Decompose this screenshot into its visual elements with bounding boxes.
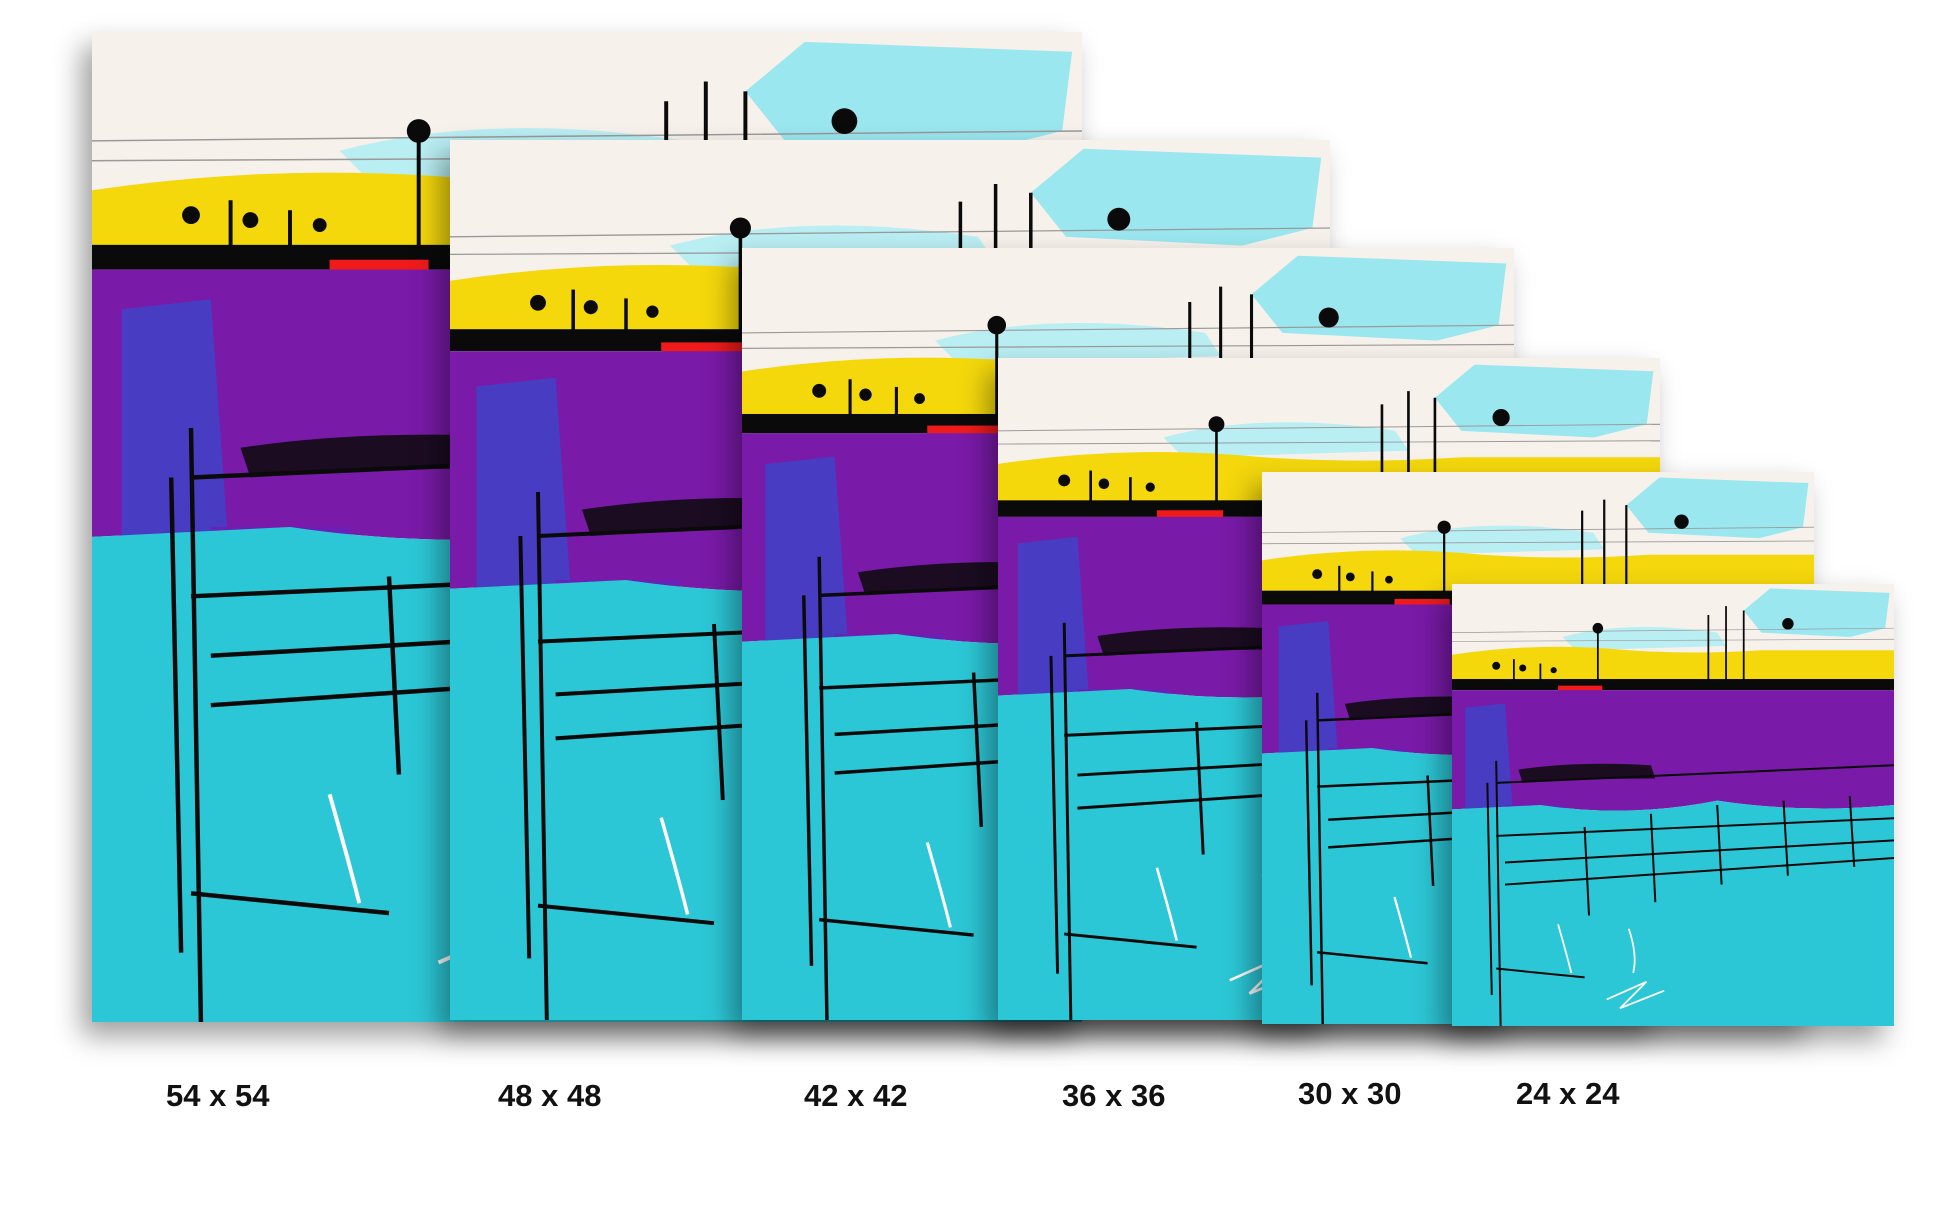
painting-image (1452, 584, 1894, 1026)
size-label-54: 54 x 54 (166, 1078, 270, 1113)
size-label-30: 30 x 30 (1298, 1076, 1402, 1111)
size-label-48: 48 x 48 (498, 1078, 602, 1113)
canvas-24x24 (1452, 584, 1894, 1026)
size-label-24: 24 x 24 (1516, 1076, 1620, 1111)
size-label-36: 36 x 36 (1062, 1078, 1166, 1113)
size-label-42: 42 x 42 (804, 1078, 908, 1113)
